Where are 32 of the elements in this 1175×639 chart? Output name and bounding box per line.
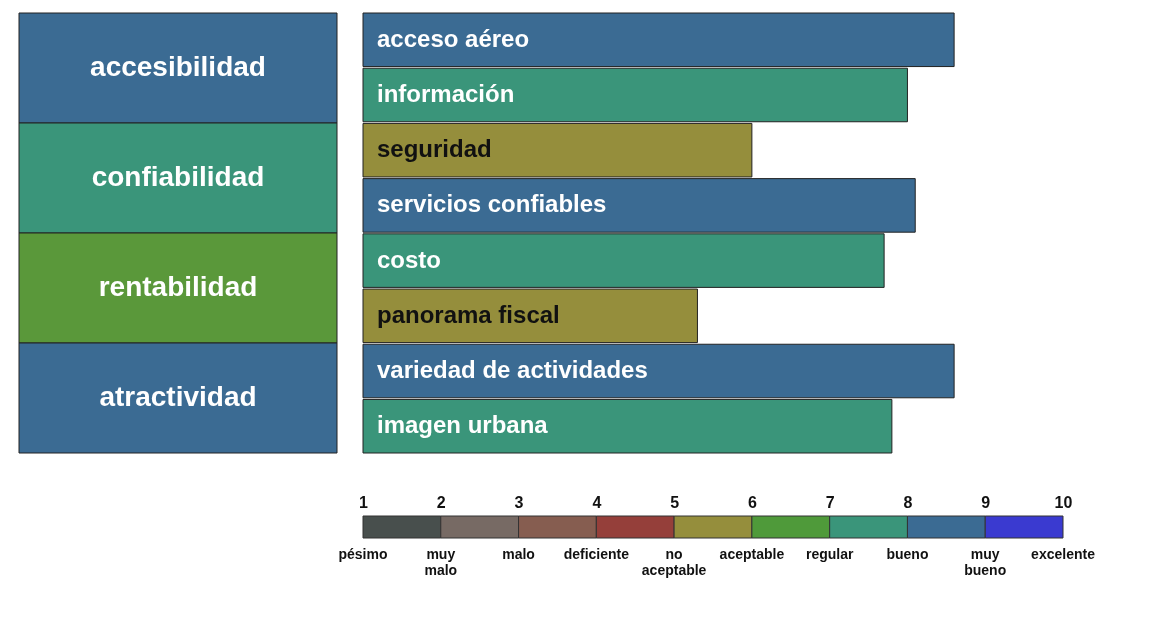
text: no aceptable [641,546,707,578]
y-tick-label: servicios confiables [377,190,607,218]
text: rentabilidad [98,271,258,302]
x-tick-label: 2 [436,493,446,511]
text: deficiente [563,546,630,562]
y-tick-label: imagen urbana [377,411,549,439]
x-tick-label: 3 [514,493,524,511]
y-tick-label: seguridad [377,135,492,163]
x-tick-label: 10 [1054,493,1073,511]
text: atractividad [99,381,257,412]
text: malo [502,546,535,562]
y-tick-label: costo [377,245,442,273]
y-tick-label: panorama fiscal [377,300,560,328]
text: regular [805,546,854,562]
x-tick-label: 4 [592,493,602,511]
x-tick-label: 7 [825,493,835,511]
text: pésimo [338,546,388,562]
x-tick-label: 5 [670,493,680,511]
x-tick-label: 1 [359,493,369,511]
x-tick-label: 6 [747,493,757,511]
text: bueno [886,546,929,562]
x-tick-label: 8 [903,493,913,511]
y-tick-label: variedad de actividades [377,356,648,384]
x-tick-label: 9 [981,493,991,511]
text: muy malo [424,546,458,578]
y-tick-label: acceso aéreo [377,24,530,52]
text: muy bueno [964,546,1007,578]
text: confiabilidad [91,161,265,192]
text: excelente [1031,546,1096,562]
text: accesibilidad [90,51,266,82]
text: aceptable [719,546,785,562]
y-tick-label: información [377,79,515,107]
